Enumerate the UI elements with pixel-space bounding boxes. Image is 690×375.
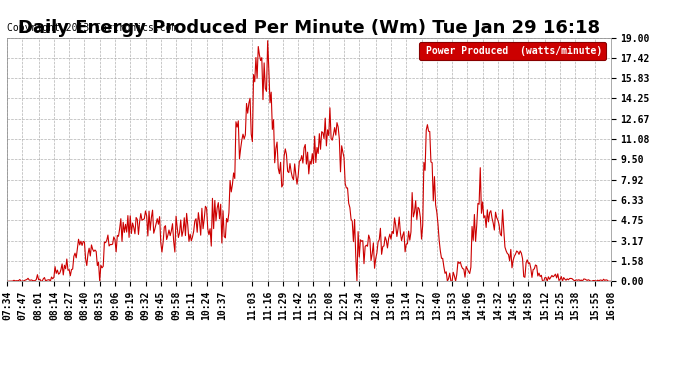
- Title: Daily Energy Produced Per Minute (Wm) Tue Jan 29 16:18: Daily Energy Produced Per Minute (Wm) Tu…: [18, 20, 600, 38]
- Legend: Power Produced  (watts/minute): Power Produced (watts/minute): [419, 42, 606, 60]
- Text: Copyright 2013 Cartronics.com: Copyright 2013 Cartronics.com: [7, 22, 177, 33]
